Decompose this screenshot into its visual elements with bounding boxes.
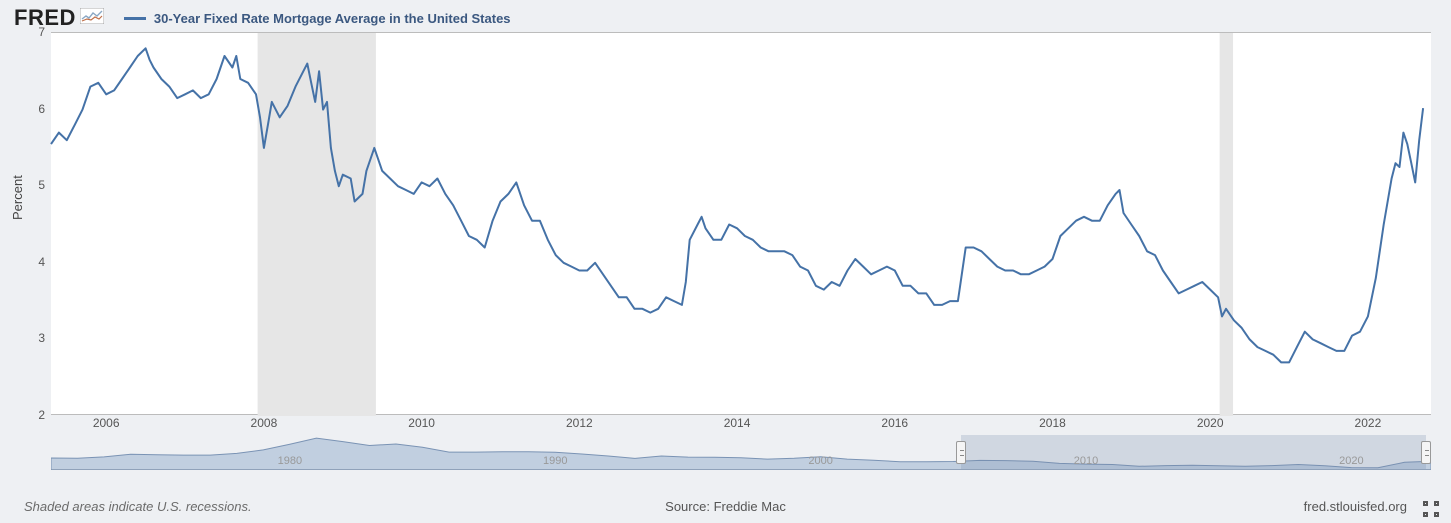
- fullscreen-icon[interactable]: [1423, 501, 1439, 517]
- range-handle-right[interactable]: [1421, 441, 1431, 464]
- y-tick: 3: [15, 331, 45, 345]
- chart-svg: [51, 33, 1431, 414]
- footer-link[interactable]: fred.stlouisfed.org: [1304, 499, 1407, 514]
- x-tick: 2018: [1022, 416, 1082, 430]
- x-tick: 2014: [707, 416, 767, 430]
- range-tick: 1980: [278, 455, 302, 467]
- y-tick: 7: [15, 25, 45, 39]
- x-tick: 2016: [865, 416, 925, 430]
- x-tick: 2006: [76, 416, 136, 430]
- y-tick: 5: [15, 178, 45, 192]
- range-selector[interactable]: 1980 1990 2000 2010 2020: [51, 435, 1431, 470]
- x-tick: 2012: [549, 416, 609, 430]
- legend-label: 30-Year Fixed Rate Mortgage Average in t…: [154, 11, 511, 26]
- range-tick: 2010: [1074, 455, 1098, 467]
- y-tick: 6: [15, 102, 45, 116]
- x-tick: 2020: [1180, 416, 1240, 430]
- x-tick: 2022: [1338, 416, 1398, 430]
- x-tick: 2010: [392, 416, 452, 430]
- range-tick: 2000: [808, 455, 832, 467]
- fred-logo-icon: [80, 8, 104, 29]
- legend-swatch: [124, 17, 146, 20]
- range-tick: 1990: [543, 455, 567, 467]
- range-handle-left[interactable]: [956, 441, 966, 464]
- x-tick: 2008: [234, 416, 294, 430]
- chart-plot-area[interactable]: [51, 32, 1431, 415]
- chart-header: FRED 30-Year Fixed Rate Mortgage Average…: [14, 6, 511, 30]
- y-tick: 2: [15, 408, 45, 422]
- range-tick: 2020: [1339, 455, 1363, 467]
- footer-source: Source: Freddie Mac: [0, 499, 1451, 514]
- chart-legend: 30-Year Fixed Rate Mortgage Average in t…: [124, 11, 511, 26]
- y-tick: 4: [15, 255, 45, 269]
